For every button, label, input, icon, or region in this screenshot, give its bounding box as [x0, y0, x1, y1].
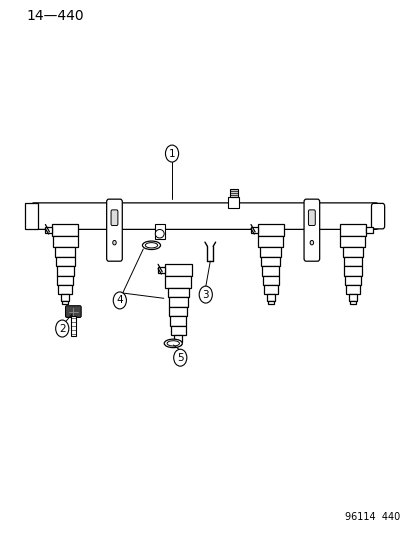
Bar: [261, 266, 279, 276]
Bar: [263, 285, 277, 294]
Bar: [342, 247, 362, 257]
Bar: [58, 285, 72, 294]
FancyBboxPatch shape: [107, 199, 122, 261]
Bar: [57, 276, 73, 285]
Text: 4: 4: [116, 295, 123, 305]
Ellipse shape: [145, 243, 157, 248]
FancyBboxPatch shape: [308, 210, 315, 225]
Circle shape: [55, 320, 69, 337]
Bar: [173, 335, 182, 342]
Bar: [45, 227, 52, 233]
Text: 5: 5: [176, 353, 183, 362]
Bar: [158, 267, 164, 273]
Bar: [345, 285, 359, 294]
Bar: [266, 294, 274, 301]
Bar: [229, 189, 237, 197]
Bar: [25, 204, 38, 229]
Bar: [57, 266, 74, 276]
Bar: [261, 257, 280, 266]
Bar: [168, 297, 188, 306]
FancyBboxPatch shape: [303, 199, 319, 261]
Text: 96114  440: 96114 440: [344, 512, 399, 522]
Bar: [260, 247, 280, 257]
Bar: [52, 224, 78, 236]
Bar: [267, 301, 273, 304]
Bar: [257, 224, 283, 236]
Ellipse shape: [167, 341, 179, 346]
Ellipse shape: [164, 339, 182, 348]
Bar: [228, 197, 239, 208]
Text: 3: 3: [202, 289, 209, 300]
Bar: [344, 266, 361, 276]
Circle shape: [309, 240, 313, 245]
Bar: [344, 276, 360, 285]
Circle shape: [199, 286, 212, 303]
Bar: [170, 316, 186, 326]
Circle shape: [112, 240, 116, 245]
Bar: [169, 306, 187, 316]
FancyBboxPatch shape: [30, 203, 379, 229]
Ellipse shape: [155, 230, 164, 238]
Text: 14—440: 14—440: [26, 10, 83, 23]
Bar: [61, 294, 69, 301]
Bar: [52, 236, 78, 247]
Bar: [348, 294, 356, 301]
Text: 1: 1: [169, 149, 175, 158]
Bar: [165, 276, 190, 288]
Circle shape: [165, 145, 178, 162]
FancyBboxPatch shape: [111, 210, 118, 225]
Bar: [262, 276, 278, 285]
Circle shape: [113, 292, 126, 309]
FancyBboxPatch shape: [65, 306, 81, 317]
Ellipse shape: [142, 241, 160, 249]
Bar: [365, 227, 372, 233]
Bar: [167, 288, 188, 297]
Circle shape: [173, 349, 186, 366]
Bar: [339, 236, 365, 247]
Bar: [171, 326, 185, 335]
Bar: [175, 342, 181, 345]
Text: 2: 2: [59, 324, 65, 334]
Bar: [71, 316, 76, 336]
Bar: [349, 301, 355, 304]
Bar: [55, 247, 75, 257]
Bar: [258, 236, 282, 247]
Bar: [55, 257, 74, 266]
Bar: [154, 224, 164, 239]
Bar: [62, 301, 68, 304]
Bar: [343, 257, 362, 266]
Bar: [164, 264, 191, 276]
FancyBboxPatch shape: [370, 204, 384, 229]
Bar: [250, 227, 257, 233]
Bar: [339, 224, 365, 236]
